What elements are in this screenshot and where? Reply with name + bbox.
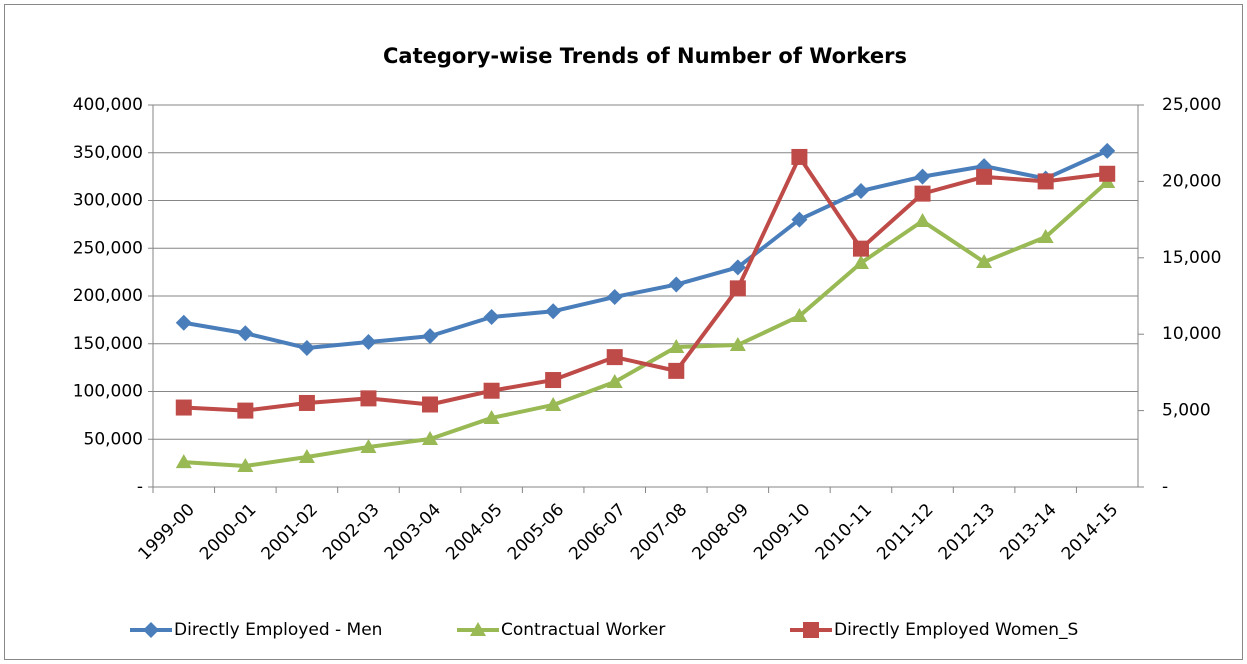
series-marker xyxy=(422,396,439,413)
series-marker xyxy=(237,325,254,342)
y2-tick-label: 5,000 xyxy=(1162,401,1211,421)
series-marker xyxy=(976,254,993,269)
series-marker xyxy=(1099,165,1116,182)
y-tick-label: 400,000 xyxy=(73,95,143,115)
series-line xyxy=(183,154,1108,413)
series-marker xyxy=(360,390,377,407)
series-marker xyxy=(298,340,315,357)
series-marker xyxy=(545,372,562,389)
y-tick-label: 300,000 xyxy=(73,191,143,211)
series-marker xyxy=(175,399,192,416)
series-marker xyxy=(668,362,685,379)
series-marker xyxy=(791,148,808,165)
series-marker xyxy=(668,338,685,353)
series-marker xyxy=(791,308,808,323)
series-marker xyxy=(852,254,869,269)
y-tick-label: 250,000 xyxy=(73,238,143,258)
series-marker xyxy=(483,309,500,326)
series-marker xyxy=(852,240,869,257)
y2-tick-label: 10,000 xyxy=(1162,324,1221,344)
y-tick-label: 150,000 xyxy=(73,334,143,354)
series-marker xyxy=(1037,173,1054,190)
series-marker xyxy=(976,168,993,185)
series-marker xyxy=(914,213,931,228)
chart-title: Category-wise Trends of Number of Worker… xyxy=(383,44,907,68)
legend-label: Contractual Worker xyxy=(501,620,665,640)
series-marker xyxy=(237,457,254,472)
series-marker xyxy=(545,303,562,320)
legend-marker xyxy=(143,622,159,638)
legend-label: Directly Employed - Men xyxy=(174,620,382,640)
y-tick-label: 100,000 xyxy=(73,382,143,402)
series-marker xyxy=(422,328,439,345)
series-marker xyxy=(545,396,562,411)
series-marker xyxy=(422,430,439,445)
series-line xyxy=(183,149,1109,351)
y-tick-label: 200,000 xyxy=(73,286,143,306)
y-tick-label: 50,000 xyxy=(84,429,143,449)
y2-tick-label: 20,000 xyxy=(1162,171,1221,191)
series-marker xyxy=(483,409,500,424)
legend-marker xyxy=(803,622,819,638)
series-marker xyxy=(729,259,746,276)
series-marker xyxy=(852,182,869,199)
series-marker xyxy=(175,454,192,469)
series-marker xyxy=(360,334,377,351)
series-marker xyxy=(483,382,500,399)
y-tick-label: - xyxy=(137,477,143,497)
legend-marker xyxy=(470,622,486,636)
series-marker xyxy=(237,402,254,419)
y2-tick-label: 25,000 xyxy=(1162,95,1221,115)
y2-tick-label: - xyxy=(1162,477,1168,497)
series-marker xyxy=(668,276,685,293)
series-marker xyxy=(360,438,377,453)
series-marker xyxy=(791,211,808,228)
series-marker xyxy=(175,314,192,331)
y2-tick-label: 15,000 xyxy=(1162,248,1221,268)
series-marker xyxy=(729,336,746,351)
y-tick-label: 350,000 xyxy=(73,143,143,163)
series-marker xyxy=(606,349,623,366)
series-marker xyxy=(1037,228,1054,243)
series-marker xyxy=(298,449,315,464)
chart-border xyxy=(4,4,1243,660)
series-marker xyxy=(1099,142,1116,159)
series-marker xyxy=(729,280,746,297)
series-marker xyxy=(914,168,931,185)
series-marker xyxy=(606,373,623,388)
legend-label: Directly Employed Women_S xyxy=(834,620,1078,640)
series-marker xyxy=(914,185,931,202)
series-marker xyxy=(606,288,623,305)
series-marker xyxy=(298,394,315,411)
